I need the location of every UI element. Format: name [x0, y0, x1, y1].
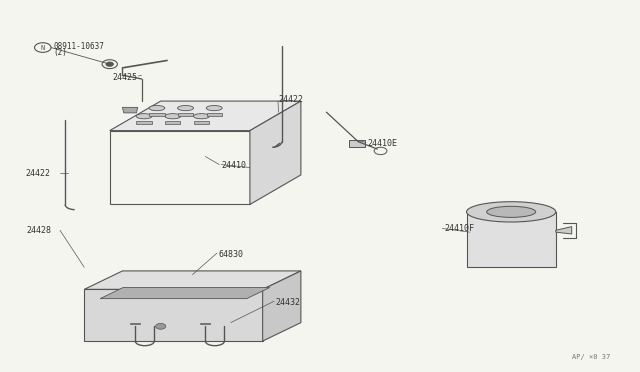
Text: 24428: 24428: [27, 226, 52, 235]
Polygon shape: [349, 140, 365, 147]
Ellipse shape: [136, 113, 152, 119]
Polygon shape: [262, 271, 301, 341]
Text: (2): (2): [54, 48, 67, 57]
Text: N: N: [41, 45, 45, 51]
Polygon shape: [84, 289, 262, 341]
Text: 24410: 24410: [221, 161, 246, 170]
Circle shape: [106, 62, 113, 66]
Polygon shape: [467, 212, 556, 267]
Polygon shape: [136, 121, 152, 124]
Text: 24425: 24425: [113, 73, 138, 81]
Text: 24432: 24432: [275, 298, 300, 307]
Polygon shape: [200, 323, 211, 324]
Polygon shape: [109, 101, 301, 131]
Polygon shape: [149, 112, 164, 116]
Ellipse shape: [467, 202, 556, 222]
Ellipse shape: [177, 106, 193, 111]
Ellipse shape: [486, 206, 536, 217]
Polygon shape: [100, 288, 269, 299]
Polygon shape: [130, 323, 140, 324]
Text: 24410F: 24410F: [444, 224, 474, 233]
Polygon shape: [556, 227, 572, 234]
Ellipse shape: [193, 113, 209, 119]
Text: 24410E: 24410E: [368, 139, 398, 148]
Text: 64830: 64830: [218, 250, 243, 259]
Polygon shape: [250, 101, 301, 205]
Ellipse shape: [149, 106, 165, 111]
Circle shape: [156, 323, 166, 329]
Polygon shape: [207, 112, 222, 116]
Ellipse shape: [206, 106, 222, 111]
Text: 24422: 24422: [278, 95, 303, 104]
Polygon shape: [194, 121, 209, 124]
Text: 24422: 24422: [26, 169, 51, 177]
Ellipse shape: [165, 113, 180, 119]
Polygon shape: [84, 271, 301, 289]
Text: 08911-10637: 08911-10637: [54, 42, 104, 51]
Text: AP/ ×0 37: AP/ ×0 37: [572, 353, 610, 359]
Polygon shape: [178, 112, 193, 116]
Polygon shape: [165, 121, 180, 124]
Polygon shape: [122, 108, 138, 113]
